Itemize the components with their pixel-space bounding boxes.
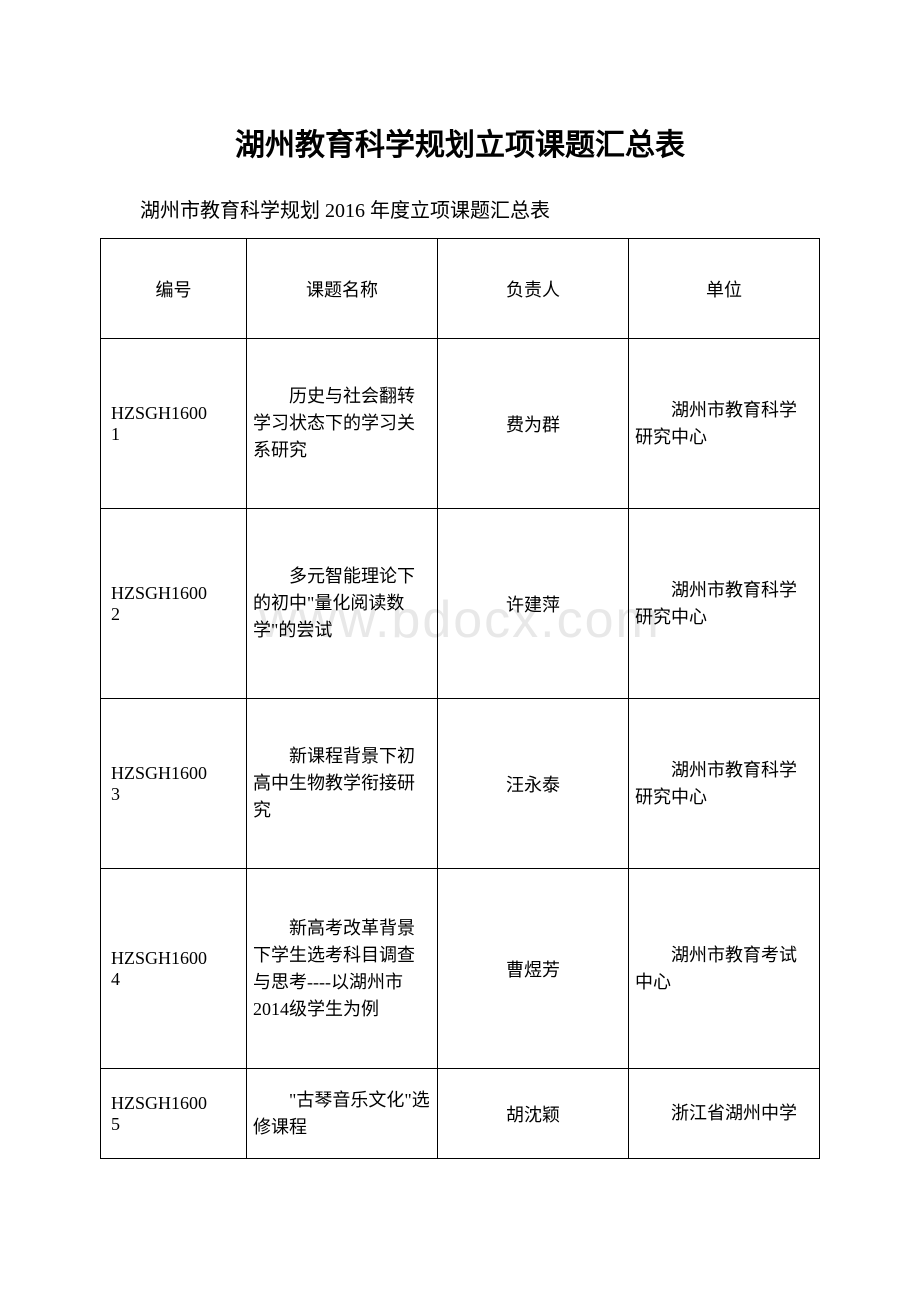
cell-person: 曹煜芳 — [438, 869, 629, 1069]
row-code: HZSGH1600 — [111, 948, 207, 969]
cell-topic: 新课程背景下初高中生物教学衔接研究 — [247, 699, 438, 869]
cell-unit: 湖州市教育考试中心 — [629, 869, 820, 1069]
table-row: HZSGH1600 5 "古琴音乐文化"选修课程 胡沈颖 浙江省湖州中学 — [101, 1069, 820, 1159]
topic-text: 新课程背景下初高中生物教学衔接研究 — [253, 743, 431, 824]
topic-text: 历史与社会翻转学习状态下的学习关系研究 — [253, 383, 431, 464]
page-title: 湖州教育科学规划立项课题汇总表 — [100, 120, 820, 164]
unit-text: 湖州市教育科学研究中心 — [635, 397, 813, 451]
projects-table: 编号 课题名称 负责人 单位 HZSGH1600 1 历史与社会翻转学习状态下的… — [100, 238, 820, 1159]
cell-person: 费为群 — [438, 339, 629, 509]
row-code: HZSGH1600 — [111, 403, 207, 424]
cell-topic: 多元智能理论下的初中"量化阅读数学"的尝试 — [247, 509, 438, 699]
cell-topic: 新高考改革背景下学生选考科目调查与思考----以湖州市 2014级学生为例 — [247, 869, 438, 1069]
row-index: 1 — [111, 424, 120, 445]
page-subtitle: 湖州市教育科学规划 2016 年度立项课题汇总表 — [100, 194, 820, 223]
cell-id: HZSGH1600 3 — [101, 699, 247, 869]
cell-id: HZSGH1600 5 — [101, 1069, 247, 1159]
unit-text: 湖州市教育考试中心 — [635, 942, 813, 996]
row-index: 5 — [111, 1114, 120, 1135]
table-header-row: 编号 课题名称 负责人 单位 — [101, 239, 820, 339]
header-unit: 单位 — [629, 239, 820, 339]
unit-text: 湖州市教育科学研究中心 — [635, 577, 813, 631]
cell-person: 汪永泰 — [438, 699, 629, 869]
cell-person: 胡沈颖 — [438, 1069, 629, 1159]
row-index: 2 — [111, 604, 120, 625]
topic-text: 新高考改革背景下学生选考科目调查与思考----以湖州市 2014级学生为例 — [253, 915, 431, 1023]
row-index: 3 — [111, 784, 120, 805]
topic-text: "古琴音乐文化"选修课程 — [253, 1087, 431, 1141]
row-index: 4 — [111, 969, 120, 990]
row-code: HZSGH1600 — [111, 763, 207, 784]
cell-id: HZSGH1600 1 — [101, 339, 247, 509]
cell-unit: 浙江省湖州中学 — [629, 1069, 820, 1159]
cell-unit: 湖州市教育科学研究中心 — [629, 339, 820, 509]
row-code: HZSGH1600 — [111, 1093, 207, 1114]
cell-id: HZSGH1600 4 — [101, 869, 247, 1069]
unit-text: 浙江省湖州中学 — [635, 1100, 813, 1127]
header-topic: 课题名称 — [247, 239, 438, 339]
cell-topic: "古琴音乐文化"选修课程 — [247, 1069, 438, 1159]
table-row: HZSGH1600 4 新高考改革背景下学生选考科目调查与思考----以湖州市 … — [101, 869, 820, 1069]
header-person: 负责人 — [438, 239, 629, 339]
table-row: HZSGH1600 2 多元智能理论下的初中"量化阅读数学"的尝试 许建萍 湖州… — [101, 509, 820, 699]
table-row: HZSGH1600 1 历史与社会翻转学习状态下的学习关系研究 费为群 湖州市教… — [101, 339, 820, 509]
cell-person: 许建萍 — [438, 509, 629, 699]
unit-text: 湖州市教育科学研究中心 — [635, 757, 813, 811]
cell-unit: 湖州市教育科学研究中心 — [629, 509, 820, 699]
cell-topic: 历史与社会翻转学习状态下的学习关系研究 — [247, 339, 438, 509]
cell-unit: 湖州市教育科学研究中心 — [629, 699, 820, 869]
topic-text: 多元智能理论下的初中"量化阅读数学"的尝试 — [253, 563, 431, 644]
table-row: HZSGH1600 3 新课程背景下初高中生物教学衔接研究 汪永泰 湖州市教育科… — [101, 699, 820, 869]
row-code: HZSGH1600 — [111, 583, 207, 604]
cell-id: HZSGH1600 2 — [101, 509, 247, 699]
header-id: 编号 — [101, 239, 247, 339]
